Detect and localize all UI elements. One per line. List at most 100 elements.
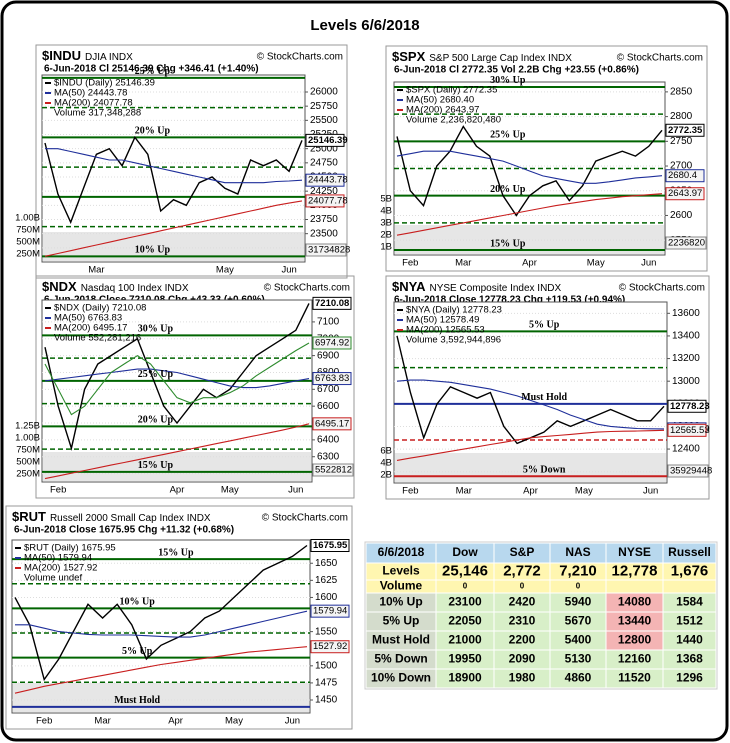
cell-text: 1584: [676, 595, 703, 609]
level-label: Must Hold: [114, 695, 160, 706]
volume-value-label: 5522812: [315, 465, 352, 476]
panel-frame: [5, 505, 353, 730]
y-tick-label: 13600: [672, 308, 700, 319]
volume-tick-label: 750M: [16, 225, 40, 236]
cell-text: 2090: [509, 652, 536, 666]
chart-quote: 6-Jun-2018 Close 12778.23 Chg +119.53 (+…: [394, 295, 625, 306]
volume-box: [312, 463, 354, 477]
chart-source: © StockCharts.com: [264, 283, 350, 294]
y-tick-label: 23500: [310, 228, 338, 239]
legend-entry: MA(200) 1527.92: [24, 563, 97, 574]
volume-box: [665, 236, 707, 250]
volume-tick-label: 3B: [380, 218, 392, 229]
panel-frame: [35, 275, 355, 499]
y-tick-label: 12400: [672, 444, 700, 455]
legend-entry: MA(200) 6495.17: [54, 323, 127, 334]
header-text: S&P: [510, 545, 535, 559]
y-tick-label: 6900: [317, 350, 340, 361]
legend-entry: MA(200) 2643.97: [406, 105, 479, 116]
value-box: [312, 417, 352, 431]
volume-value-label: 2236820: [668, 238, 705, 249]
level-label: 25% Up: [135, 66, 171, 77]
x-tick-label: Feb: [50, 485, 66, 496]
y-tick-label: 13000: [672, 376, 700, 387]
volume-tick-label: 750M: [16, 445, 40, 456]
price-line: [396, 125, 663, 217]
cell-text: 5400: [565, 633, 592, 647]
moving-average-line: [44, 368, 310, 389]
volume-tick-label: 2B: [380, 470, 392, 481]
cell-text: 25,146: [442, 562, 488, 579]
value-label: 6763.83: [315, 373, 349, 384]
cell-text: 2420: [509, 595, 536, 609]
cell-text: 12800: [618, 633, 652, 647]
volume-tick-label: 5B: [380, 194, 392, 205]
value-label: 6495.17: [315, 418, 349, 429]
level-label: 15% Up: [138, 460, 174, 471]
header-text: NYSE: [618, 545, 651, 559]
volume-tick-label: 2B: [380, 230, 392, 241]
panel-frame: [385, 45, 708, 272]
x-tick-label: May: [587, 258, 605, 269]
cell-text: 2,772: [503, 562, 541, 579]
volume-tick-label: 500M: [16, 457, 40, 468]
cell-text: 1512: [676, 614, 703, 628]
cell-text: 22050: [448, 614, 482, 628]
x-tick-label: May: [225, 716, 243, 727]
plot-layer: [12, 544, 310, 712]
chart-source: © StockCharts.com: [617, 53, 703, 64]
x-tick-label: Jun: [641, 258, 656, 269]
value-box: [312, 336, 352, 350]
value-label: 25146.39: [308, 135, 348, 146]
volume-tick-label: 250M: [16, 249, 40, 260]
panel-frame: [385, 275, 710, 500]
chart-name: DJIA INDX: [85, 52, 133, 63]
legend-entry: MA(50) 24443.78: [54, 88, 127, 99]
volume-tick-label: 1B: [380, 242, 392, 253]
chart-source: © StockCharts.com: [257, 52, 343, 63]
y-tick-label: 6400: [317, 435, 340, 446]
plot-layer: [394, 312, 667, 482]
x-tick-label: Mar: [456, 486, 472, 497]
x-tick-label: Apr: [523, 486, 538, 497]
y-tick-label: 23750: [310, 214, 338, 225]
volume-legend: Volume 3,592,944,896: [406, 335, 501, 346]
volume-tick-label: 250M: [16, 469, 40, 480]
price-line: [14, 544, 308, 682]
cell-text: 4860: [565, 671, 592, 685]
value-box: [305, 133, 345, 147]
y-tick-label: 1625: [315, 575, 338, 586]
y-tick-label: 25000: [310, 143, 338, 154]
cell-text: 1980: [509, 671, 536, 685]
value-box: [312, 372, 352, 386]
y-tick-label: 1550: [315, 626, 338, 637]
chart-symbol: $RUT: [12, 509, 46, 524]
value-label: 6974.92: [315, 338, 349, 349]
chart-symbol: $NDX: [42, 279, 77, 294]
moving-average-line: [396, 193, 663, 236]
value-label: 2680.4: [668, 170, 697, 181]
level-label: 10% Up: [120, 597, 156, 608]
moving-average-line: [14, 646, 308, 694]
volume-legend: Volume 552,281,216: [54, 333, 141, 344]
cell-text: 1368: [676, 652, 703, 666]
cell-text: 12160: [618, 652, 652, 666]
cell-text: 14080: [618, 595, 652, 609]
chart-quote: 6-Jun-2018 Cl 2772.35 Vol 2.2B Chg +23.5…: [394, 65, 639, 76]
moving-average-line: [44, 342, 310, 416]
y-tick-label: 25750: [310, 101, 338, 112]
moving-average-line: [396, 429, 665, 461]
table-cell: [662, 668, 717, 689]
legend-entry: $INDU (Daily) 25146.39: [54, 78, 155, 89]
chart-name: Russell 2000 Small Cap Index INDX: [50, 513, 211, 524]
y-tick-label: 1600: [315, 592, 338, 603]
cell-text: 11520: [618, 671, 651, 685]
y-tick-label: 26000: [310, 87, 338, 98]
x-tick-label: Feb: [36, 716, 52, 727]
chart-quote: 6-Jun-2018 Close 1675.95 Chg +11.32 (+0.…: [14, 525, 234, 536]
volume-tick-label: 1.00B: [15, 213, 40, 224]
cell-text: Must Hold: [372, 633, 430, 647]
y-tick-label: 1500: [315, 660, 338, 671]
level-label: 10% Up: [135, 245, 171, 256]
